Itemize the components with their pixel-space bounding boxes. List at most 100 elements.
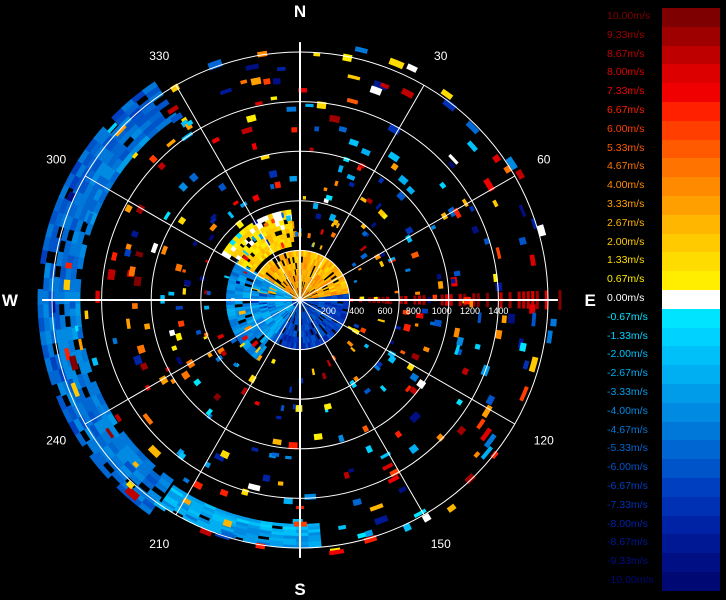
velocity-cell (284, 288, 291, 294)
echo-gate (204, 305, 210, 310)
polar-labels: N E S W 30 60 120 150 210 240 300 330 200 400 600 800 10… (2, 2, 596, 599)
echo-gate (182, 477, 190, 484)
velocity-cell (282, 526, 297, 531)
echo-gate (503, 164, 513, 174)
azimuth-label: 120 (534, 434, 554, 448)
velocity-cell (97, 189, 109, 204)
velocity-cell (306, 535, 321, 540)
velocity-cell (284, 228, 290, 234)
velocity-cell (129, 142, 144, 156)
velocity-cell (289, 323, 293, 330)
velocity-cell (330, 292, 338, 296)
legend-label: 9.33m/s (607, 28, 645, 41)
velocity-cell (269, 266, 276, 274)
echo-gate (440, 88, 454, 101)
velocity-cell (274, 315, 282, 323)
velocity-cell (154, 99, 170, 112)
velocity-cell (262, 313, 271, 320)
velocity-cell (318, 270, 325, 277)
legend-entry: -0.67m/s (604, 308, 724, 328)
echo-gate (373, 514, 389, 526)
velocity-cell (74, 302, 81, 316)
velocity-cell (111, 106, 127, 122)
velocity-cell (306, 316, 311, 324)
velocity-cell (304, 290, 310, 296)
velocity-cell (87, 184, 100, 200)
velocity-cell (337, 296, 344, 300)
velocity-cell (330, 295, 338, 299)
echo-gate (209, 223, 218, 232)
echo-gate (85, 212, 94, 225)
velocity-cell (136, 501, 153, 515)
velocity-cell (322, 273, 329, 280)
velocity-cell (325, 333, 333, 341)
velocity-cell (94, 433, 108, 449)
velocity-cell (286, 305, 294, 312)
echo-gate (384, 301, 393, 305)
velocity-cell (306, 529, 321, 534)
range-label: 1000 (432, 306, 452, 316)
echo-gate (409, 372, 420, 383)
velocity-cell (85, 382, 97, 398)
velocity-cell (292, 269, 296, 276)
velocity-cell (45, 221, 55, 238)
velocity-cell (226, 304, 235, 310)
velocity-cell (64, 214, 75, 230)
velocity-cell (315, 267, 322, 275)
velocity-cell (320, 321, 327, 328)
velocity-cell (283, 237, 289, 244)
echo-gate (131, 152, 139, 159)
velocity-cell (316, 277, 323, 283)
velocity-cell (315, 285, 322, 291)
legend-label: 4.00m/s (607, 179, 645, 192)
echo-gate (219, 87, 233, 96)
velocity-cell (324, 304, 331, 308)
velocity-cell (213, 507, 228, 515)
legend-label: 8.00m/s (607, 66, 645, 79)
velocity-cell (59, 314, 67, 330)
echo-gate (292, 404, 296, 410)
velocity-cell (308, 263, 313, 271)
velocity-cell (313, 311, 320, 317)
velocity-cell (301, 287, 305, 295)
echo-gate (347, 325, 354, 331)
velocity-cell (296, 318, 299, 325)
echo-gate (477, 312, 482, 324)
velocity-cell (228, 317, 239, 325)
velocity-cell (275, 301, 284, 305)
echo-gate (402, 309, 410, 315)
velocity-cell (326, 269, 334, 276)
velocity-cell (278, 285, 285, 291)
velocity-cell (279, 309, 287, 316)
velocity-cell (148, 110, 163, 124)
velocity-cell (231, 267, 242, 275)
velocity-cell (288, 306, 295, 313)
echo-gate (272, 438, 282, 446)
velocity-cell (251, 285, 261, 291)
velocity-cell (73, 204, 84, 220)
legend-label: -8.00m/s (607, 517, 648, 530)
legend-label: 4.67m/s (607, 160, 645, 173)
velocity-cell (294, 281, 298, 289)
velocity-cell (307, 309, 313, 316)
velocity-cell (283, 296, 292, 299)
velocity-cell (93, 143, 108, 159)
echo-gate (448, 153, 459, 165)
velocity-cell (296, 281, 299, 288)
velocity-cell (146, 126, 160, 140)
velocity-cell (258, 322, 268, 330)
velocity-cell (327, 281, 334, 287)
velocity-cell (53, 315, 61, 331)
echo-gate (461, 198, 469, 208)
echo-gate (193, 378, 202, 387)
echo-gate (135, 204, 146, 215)
velocity-cell (284, 279, 290, 286)
velocity-cell (272, 272, 279, 279)
velocity-cell (280, 253, 286, 261)
echo-gate (387, 355, 397, 364)
velocity-cell (93, 126, 108, 142)
velocity-cell (278, 308, 287, 315)
velocity-cell (287, 285, 293, 291)
velocity-cell (235, 517, 249, 525)
echo-gate (400, 87, 415, 99)
